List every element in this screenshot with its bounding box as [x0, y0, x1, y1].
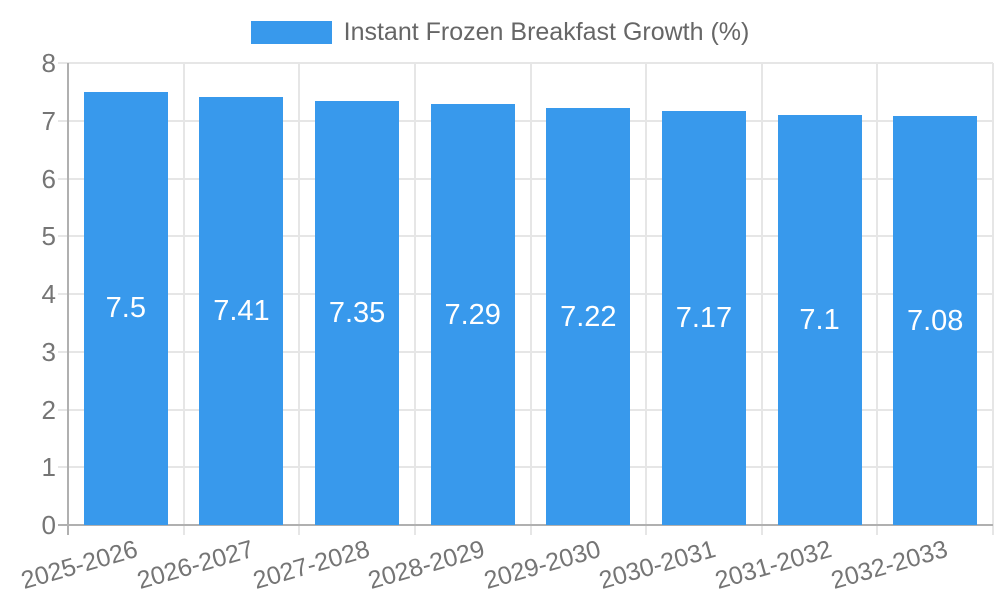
gridline-v: [992, 63, 994, 535]
y-axis-tick-label: 5: [41, 221, 56, 252]
x-axis-tick-label: 2026-2027: [133, 535, 257, 595]
gridline-h: [58, 62, 993, 64]
gridline-h: [58, 119, 993, 122]
gridline-v: [413, 63, 416, 535]
y-axis-tick-label: 6: [41, 163, 56, 194]
x-axis-tick-label: 2032-2033: [827, 535, 951, 595]
y-axis-line: [67, 63, 69, 535]
gridline-v: [182, 63, 185, 535]
bar-value-label: 7.08: [906, 304, 964, 337]
gridline-h: [58, 177, 993, 180]
x-axis-tick-label: 2030-2031: [596, 535, 720, 595]
bar-value-label: 7.22: [560, 300, 617, 333]
x-axis-line: [58, 524, 993, 526]
y-axis-tick-label: 3: [41, 336, 56, 367]
gridline-v: [645, 63, 648, 535]
bar: [430, 104, 515, 525]
bar: [315, 100, 400, 525]
chart-legend-item[interactable]: Instant Frozen Breakfast Growth (%): [0, 17, 1000, 47]
gridline-v: [298, 63, 301, 535]
legend-label: Instant Frozen Breakfast Growth (%): [343, 18, 750, 46]
gridline-h: [58, 235, 993, 238]
bar-value-label: 7.5: [105, 292, 146, 325]
gridline-v: [529, 63, 532, 535]
gridline-h: [58, 293, 993, 295]
y-axis-tick-label: 0: [41, 510, 56, 540]
x-axis-tick-label: 2028-2029: [365, 535, 488, 595]
bar-value-label: 7.1: [799, 303, 840, 336]
x-axis-tick-label: 2025-2026: [18, 535, 141, 595]
y-axis-tick-label: 7: [41, 105, 56, 136]
bar-value-label: 7.35: [328, 296, 386, 329]
gridline-h: [58, 408, 993, 411]
x-axis-tick-label: 2029-2030: [480, 535, 604, 595]
gridline-v: [760, 63, 763, 535]
bar-value-label: 7.29: [444, 298, 501, 331]
gridline-h: [58, 350, 993, 353]
bar: [777, 114, 862, 525]
y-axis-tick-label: 4: [41, 279, 56, 309]
bar: [199, 97, 284, 525]
x-axis-tick-label: 2027-2028: [249, 535, 373, 595]
x-axis-tick-label: 2031-2032: [712, 535, 835, 595]
legend-swatch: [250, 20, 332, 44]
bar: [893, 116, 978, 525]
bar: [661, 110, 746, 525]
bar: [83, 91, 168, 525]
y-axis-tick-label: 8: [41, 48, 56, 78]
gridline-v: [876, 63, 879, 535]
bar-value-label: 7.41: [213, 295, 270, 328]
bar-value-label: 7.17: [675, 301, 733, 334]
bar: [546, 108, 631, 525]
y-axis-tick-label: 2: [41, 394, 56, 425]
gridline-h: [58, 466, 993, 469]
y-axis-tick-label: 1: [41, 452, 56, 483]
